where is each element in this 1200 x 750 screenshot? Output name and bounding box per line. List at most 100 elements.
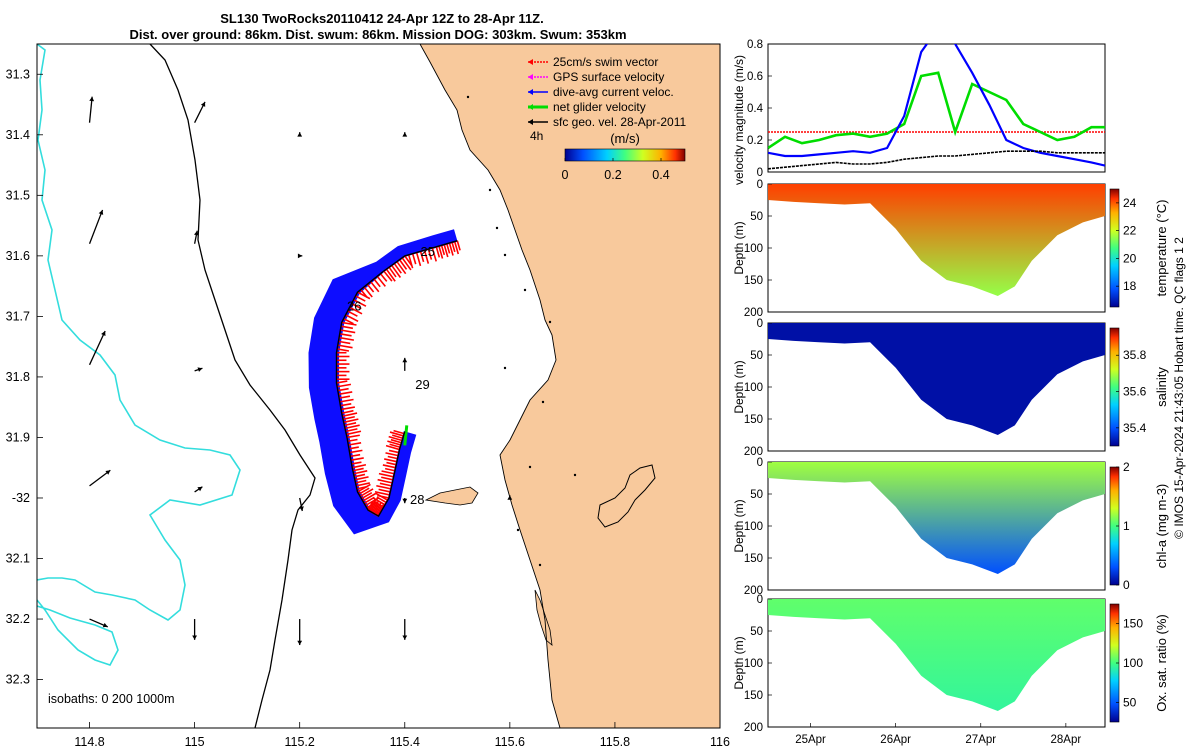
section-colorbar (1109, 188, 1120, 308)
swim-vector (388, 435, 403, 442)
swim-vector (438, 245, 444, 259)
swim-vector (389, 443, 401, 449)
swim-vector (411, 253, 417, 265)
swim-vector (338, 395, 351, 399)
swim-vector (448, 242, 454, 256)
map-x-tick-label: 115.6 (495, 735, 525, 749)
swim-vector (385, 268, 396, 282)
section-y-tick-label: 200 (744, 585, 763, 597)
map-x-tick-label: 115.2 (285, 735, 315, 749)
swim-vector (381, 476, 394, 481)
colorbar-tick-label: 2 (1123, 460, 1130, 474)
velocity-y-tick-label: 0.8 (747, 39, 763, 51)
geo-velocity-arrowhead (105, 470, 111, 475)
swim-vector (349, 306, 363, 315)
velocity-panel: 0 0.2 0.4 0.6 0.8 velocity magnitude (m/s) (732, 39, 1106, 185)
section-colorbar (1109, 327, 1120, 447)
section-y-tick-label: 150 (744, 690, 763, 702)
map-x-tick-label: 114.8 (74, 735, 104, 749)
map-y-tick-label: 31.7 (6, 309, 30, 323)
swim-vector (355, 295, 366, 302)
coast-rock (488, 188, 492, 192)
map-colorbar: 4h (m/s) 0 0.2 0.4 (530, 129, 686, 182)
section-field (768, 599, 1105, 711)
geo-velocity-arrowhead (197, 367, 203, 372)
legend-label: GPS surface velocity (553, 70, 664, 84)
geo-velocity-arrowhead (297, 640, 303, 645)
isobath-note: isobaths: 0 200 1000m (48, 692, 174, 706)
map-y-tick-label: 31.4 (6, 128, 30, 142)
section-x-tick-label: 26Apr (880, 734, 911, 746)
legend-arrowhead (528, 104, 533, 110)
section-y-tick-label: 0 (757, 318, 763, 330)
swim-vector (367, 506, 381, 515)
geo-velocity-arrowhead (299, 506, 304, 511)
swim-vector (393, 262, 402, 274)
geo-velocity-arrowhead (192, 635, 197, 640)
swim-vector (372, 497, 386, 506)
colorbar-tick-label: 18 (1123, 279, 1137, 293)
swim-vector (351, 302, 362, 310)
swim-vector (336, 380, 348, 384)
map-x-tick-label: 115.4 (390, 735, 420, 749)
swim-vector (379, 482, 392, 487)
swim-vector (339, 333, 352, 337)
geo-velocity-arrowhead (402, 132, 408, 137)
swim-vector (341, 321, 357, 326)
swim-vector (352, 467, 364, 472)
geo-velocity-arrowhead (194, 230, 199, 236)
section-x-tick-label: 27Apr (965, 734, 996, 746)
section-y-tick-label: 50 (750, 626, 763, 638)
map-y-tick-label: 31.6 (6, 249, 30, 263)
section-ylabel: Depth (m) (732, 636, 746, 689)
swim-vector (355, 479, 367, 484)
swim-vector (346, 430, 362, 436)
swim-vector (369, 501, 383, 511)
velocity-y-tick-label: 0 (757, 167, 763, 179)
swim-vector (353, 299, 367, 307)
map-x-tick-label: 115 (185, 735, 205, 749)
swim-vector (340, 406, 355, 411)
swim-vector (376, 496, 387, 504)
swim-vector (431, 247, 437, 262)
coast-rock (541, 400, 545, 404)
section-panel-temperature: 0 50 100 150 200 Depth (m) 24 22 20 18 temperature… (732, 179, 1169, 319)
colorbar-tick-label: 100 (1123, 656, 1143, 670)
swim-vector (393, 429, 405, 435)
swim-vector (342, 412, 358, 418)
swim-vector (366, 283, 375, 293)
coast-rock (548, 320, 552, 324)
swim-vector (378, 472, 394, 478)
swim-vector (396, 261, 407, 275)
legend-arrowhead (528, 119, 533, 125)
swim-vector (340, 329, 356, 334)
legend-label: 25cm/s swim vector (553, 55, 658, 69)
swim-vector (339, 398, 354, 403)
section-field (768, 323, 1105, 435)
colorbar-label: (m/s) (610, 131, 640, 146)
swim-vector (401, 257, 412, 271)
swim-vector (374, 490, 390, 496)
swim-vector (373, 278, 381, 288)
swim-vector (363, 286, 373, 298)
swim-vector (352, 463, 367, 469)
swim-vector (456, 240, 461, 251)
swim-vector (388, 266, 397, 278)
swim-vector (348, 446, 359, 450)
coast-rock (573, 473, 577, 477)
swim-vector (361, 492, 373, 500)
geo-velocity-arrowhead (200, 101, 206, 107)
section-panel-salinity: 0 50 100 150 200 Depth (m) 35.8 35.6 35.4 salinit… (732, 318, 1169, 458)
swim-vector (453, 241, 460, 255)
swim-vector (384, 467, 396, 472)
swim-vector (384, 458, 398, 463)
velocity-series-group (768, 44, 1105, 170)
swim-vector (415, 252, 422, 267)
swim-vector (347, 310, 358, 317)
swim-vector (338, 336, 355, 341)
coast-rock (523, 288, 527, 292)
swim-vector (343, 317, 354, 325)
swim-vector (354, 473, 366, 478)
estuary-outline (597, 464, 656, 528)
